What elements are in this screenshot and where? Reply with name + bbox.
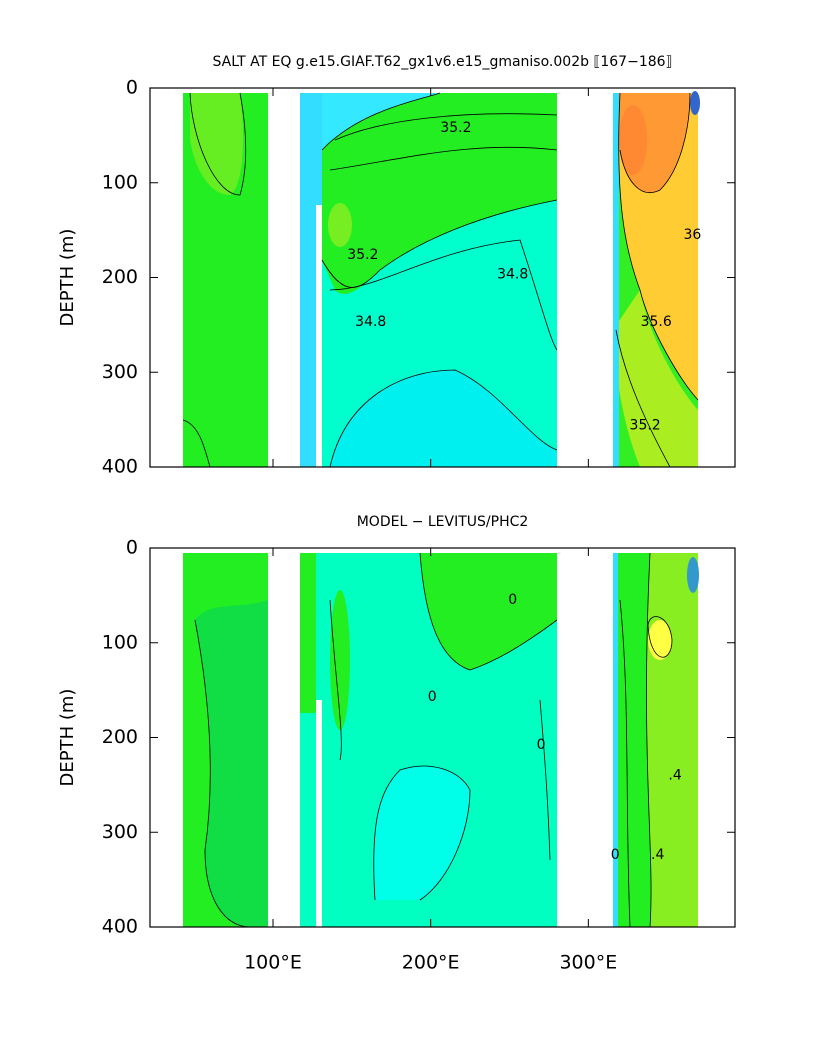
contour-label: 35.2: [347, 247, 378, 263]
y-tick-label: 0: [126, 77, 138, 99]
contour-label: .4: [651, 847, 664, 863]
y-tick-label: 100: [102, 631, 138, 653]
y-tick-label: 300: [102, 821, 138, 843]
x-tick-label: 100°E: [244, 952, 302, 974]
contour-fills-top: [182, 91, 700, 468]
y-tick-label: 200: [102, 266, 138, 288]
chart-title: SALT AT EQ g.e15.GIAF.T62_gx1v6.e15_gman…: [213, 54, 673, 70]
contour-label: 35.6: [641, 314, 672, 330]
contour-label: 0: [611, 847, 620, 863]
contour-label: 0: [428, 689, 437, 705]
chart-title: MODEL − LEVITUS/PHC2: [357, 514, 529, 530]
x-tick-label: 200°E: [402, 952, 460, 974]
contour-label: 34.8: [497, 267, 528, 283]
contour-label: 34.8: [355, 314, 386, 330]
contour-label: 0: [508, 592, 517, 608]
y-axis-label: DEPTH (m): [57, 229, 78, 327]
contour-fills-bottom: [183, 552, 699, 928]
y-tick-label: 400: [102, 916, 138, 938]
y-tick-label: 400: [102, 456, 138, 478]
y-axis-label: DEPTH (m): [57, 689, 78, 787]
x-tick-label: 300°E: [559, 952, 617, 974]
contour-label: 0: [537, 737, 546, 753]
contour-label: .4: [668, 767, 681, 783]
y-tick-label: 300: [102, 361, 138, 383]
y-tick-label: 100: [102, 171, 138, 193]
contour-label: 35.2: [440, 120, 471, 136]
axes-layer: SALT AT EQ g.e15.GIAF.T62_gx1v6.e15_gman…: [57, 54, 736, 974]
y-tick-label: 200: [102, 726, 138, 748]
y-tick-label: 0: [126, 537, 138, 559]
contour-label: 36: [684, 227, 702, 243]
contour-label: 35.2: [630, 417, 661, 433]
